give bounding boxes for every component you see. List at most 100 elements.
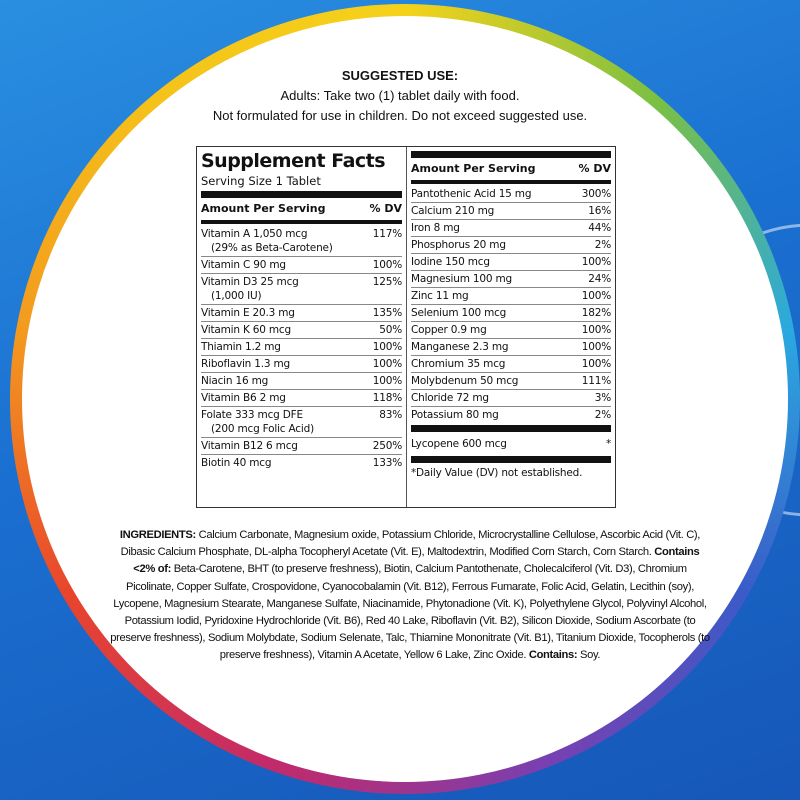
nutrient-dv: 44% — [588, 222, 611, 234]
divider — [411, 425, 611, 432]
nutrient-name: Vitamin D3 25 mcg (1,000 IU) — [201, 275, 299, 303]
nutrient-name: Vitamin C 90 mg — [201, 258, 286, 272]
nutrient-note: (200 mcg Folic Acid) — [211, 423, 314, 435]
nutrient-row: Selenium 100 mcg 182% — [411, 305, 611, 322]
divider — [411, 151, 611, 158]
nutrient-row: Magnesium 100 mg 24% — [411, 271, 611, 288]
nutrient-row: Biotin 40 mcg 133% — [201, 455, 402, 471]
nutrient-label: Chromium 35 mcg — [411, 358, 506, 370]
nutrient-dv: 3% — [594, 392, 611, 404]
nutrient-name: Molybdenum 50 mcg — [411, 374, 518, 388]
nutrient-name: Phosphorus 20 mg — [411, 238, 506, 252]
nutrient-name: Pantothenic Acid 15 mg — [411, 187, 531, 201]
nutrient-dv: 135% — [372, 307, 402, 319]
nutrient-label: Magnesium 100 mg — [411, 273, 512, 285]
nutrient-dv: 300% — [581, 188, 611, 200]
suggested-use-heading: SUGGESTED USE: — [341, 68, 459, 83]
nutrient-row: Vitamin D3 25 mcg (1,000 IU) 125% — [201, 274, 402, 305]
nutrient-dv: 2% — [594, 239, 611, 251]
column-header: Amount Per Serving % DV — [201, 200, 402, 218]
nutrient-dv: 118% — [372, 392, 402, 404]
ingredients-text: INGREDIENTS: Calcium Carbonate, Magnesiu… — [110, 527, 710, 665]
nutrient-dv: 100% — [581, 324, 611, 336]
nutrient-dv: 24% — [588, 273, 611, 285]
nutrient-row: Iodine 150 mcg 100% — [411, 254, 611, 271]
nutrient-name: Folate 333 mcg DFE (200 mcg Folic Acid) — [201, 408, 314, 436]
nutrient-row: Niacin 16 mg 100% — [201, 373, 402, 390]
dv-header: % DV — [369, 202, 403, 215]
nutrient-name: Iron 8 mg — [411, 221, 460, 235]
nutrient-name: Thiamin 1.2 mg — [201, 340, 281, 354]
amount-header: Amount Per Serving — [411, 162, 536, 175]
divider — [201, 191, 402, 198]
nutrient-row: Chloride 72 mg 3% — [411, 390, 611, 407]
nutrient-label: Copper 0.9 mg — [411, 324, 487, 336]
nutrient-dv: 100% — [372, 259, 402, 271]
nutrient-label: Folate 333 mcg DFE — [201, 409, 303, 421]
nutrient-note: (1,000 IU) — [211, 290, 262, 302]
nutrient-name: Riboflavin 1.3 mg — [201, 357, 290, 371]
nutrient-name: Zinc 11 mg — [411, 289, 469, 303]
nutrient-dv: 83% — [379, 409, 402, 421]
nutrient-row: Thiamin 1.2 mg 100% — [201, 339, 402, 356]
nutrient-row: Potassium 80 mg 2% — [411, 407, 611, 423]
nutrient-label: Pantothenic Acid 15 mg — [411, 188, 532, 200]
nutrient-label: Vitamin C 90 mg — [201, 259, 286, 271]
nutrient-dv: 100% — [581, 256, 611, 268]
nutrient-label: Chloride 72 mg — [411, 392, 489, 404]
nutrient-row: Zinc 11 mg 100% — [411, 288, 611, 305]
divider — [411, 456, 611, 463]
nutrient-dv: 182% — [581, 307, 611, 319]
nutrient-row: Calcium 210 mg 16% — [411, 203, 611, 220]
column-header: Amount Per Serving % DV — [411, 160, 611, 178]
nutrient-name: Iodine 150 mcg — [411, 255, 490, 269]
ingredients-minor: Beta-Carotene, BHT (to preserve freshnes… — [110, 563, 710, 662]
nutrient-label: Phosphorus 20 mg — [411, 239, 506, 251]
nutrient-label: Biotin 40 mcg — [201, 457, 272, 469]
divider — [411, 180, 611, 184]
nutrient-row: Vitamin C 90 mg 100% — [201, 257, 402, 274]
facts-left-column: Supplement Facts Serving Size 1 Tablet A… — [197, 147, 407, 507]
dv-header: % DV — [578, 162, 612, 175]
nutrient-dv: 100% — [581, 290, 611, 302]
contains-label: Contains <2% of: — [133, 546, 700, 576]
nutrient-row: Lycopene 600 mcg * — [411, 434, 611, 454]
label-disc — [22, 16, 788, 782]
nutrient-name: Magnesium 100 mg — [411, 272, 512, 286]
nutrient-dv: 133% — [372, 457, 402, 469]
nutrient-name: Biotin 40 mcg — [201, 456, 272, 470]
nutrient-label: Vitamin B12 6 mcg — [201, 440, 298, 452]
suggested-use-line: Not formulated for use in children. Do n… — [212, 108, 588, 123]
allergen-text: Soy. — [577, 649, 601, 662]
nutrient-name: Niacin 16 mg — [201, 374, 268, 388]
nutrient-name: Selenium 100 mcg — [411, 306, 506, 320]
nutrient-label: Molybdenum 50 mcg — [411, 375, 519, 387]
nutrient-dv: 125% — [372, 276, 402, 288]
nutrient-label: Niacin 16 mg — [201, 375, 269, 387]
nutrient-dv: * — [605, 438, 611, 450]
nutrient-dv: 100% — [372, 341, 402, 353]
nutrient-name: Chromium 35 mcg — [411, 357, 505, 371]
nutrient-label: Vitamin E 20.3 mg — [201, 307, 295, 319]
nutrient-row: Vitamin B12 6 mcg 250% — [201, 438, 402, 455]
nutrient-name: Potassium 80 mg — [411, 408, 499, 422]
nutrient-name: Calcium 210 mg — [411, 204, 494, 218]
facts-right-column: Amount Per Serving % DV Pantothenic Acid … — [407, 147, 615, 507]
nutrient-label: Zinc 11 mg — [411, 290, 469, 302]
nutrient-row: Riboflavin 1.3 mg 100% — [201, 356, 402, 373]
nutrient-label: Riboflavin 1.3 mg — [201, 358, 291, 370]
nutrient-dv: 100% — [581, 358, 611, 370]
supplement-facts-panel: Supplement Facts Serving Size 1 Tablet A… — [196, 146, 616, 508]
nutrient-label: Iodine 150 mcg — [411, 256, 490, 268]
footnote: *Daily Value (DV) not established. — [411, 467, 583, 479]
facts-title: Supplement Facts — [201, 150, 386, 172]
nutrient-label: Calcium 210 mg — [411, 205, 495, 217]
nutrient-label: Vitamin D3 25 mcg — [201, 276, 299, 288]
nutrient-label: Potassium 80 mg — [411, 409, 499, 421]
nutrient-row: Copper 0.9 mg 100% — [411, 322, 611, 339]
nutrient-row: Vitamin K 60 mcg 50% — [201, 322, 402, 339]
nutrient-dv: 50% — [379, 324, 402, 336]
nutrient-label: Vitamin B6 2 mg — [201, 392, 286, 404]
nutrient-name: Vitamin B6 2 mg — [201, 391, 286, 405]
serving-size: Serving Size 1 Tablet — [201, 174, 321, 188]
